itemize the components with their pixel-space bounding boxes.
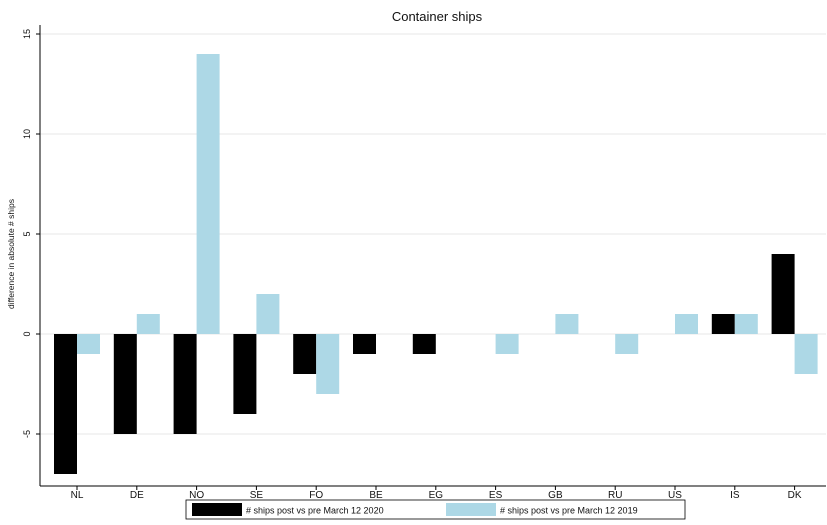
- x-tick-label: SE: [250, 490, 264, 501]
- bar-series-2020-is: [711, 314, 735, 334]
- x-tick-label: BE: [369, 490, 383, 501]
- bar-series-2020-be: [353, 334, 376, 354]
- x-tick-label: EG: [429, 490, 444, 501]
- grid-layer: [40, 33, 826, 435]
- bar-series-2020-de: [113, 334, 137, 434]
- legend-box: [185, 499, 686, 520]
- bar-series-2019-fo: [316, 334, 340, 394]
- bar-series-2019-ru: [615, 334, 639, 354]
- x-tick-label: FO: [309, 490, 323, 501]
- legend: # ships post vs pre March 12 2020 # ship…: [185, 499, 686, 520]
- y-tick-label: 5: [22, 231, 32, 236]
- bar-series-2019-se: [256, 294, 280, 334]
- y-ticks-layer: 15 10 5 0 -5: [22, 29, 40, 438]
- bar-series-2020-eg: [412, 334, 436, 354]
- bar-series-2019-is: [734, 314, 758, 334]
- bar-series-2019-de: [136, 314, 160, 334]
- bar-series-2020-se: [233, 334, 257, 414]
- x-tick-label: RU: [608, 490, 622, 501]
- chart-title: Container ships: [392, 9, 483, 24]
- bar-series-2020-no: [173, 334, 197, 434]
- y-tick-label: -5: [22, 430, 32, 438]
- x-tick-label: NO: [189, 490, 204, 501]
- x-ticks-layer: NL DE NO SE FO BE EG ES GB RU US IS DK: [71, 486, 802, 501]
- bar-series-2019-no: [196, 54, 220, 334]
- bar-series-2020-fo: [293, 334, 317, 374]
- bar-series-2020-dk: [771, 254, 795, 334]
- y-axis-label: difference in absolute # ships: [6, 199, 16, 309]
- x-tick-label: ES: [489, 490, 503, 501]
- bar-series-2019-us: [675, 314, 698, 334]
- x-tick-label: DK: [788, 490, 802, 501]
- legend-swatch-series-2019: [446, 503, 496, 516]
- x-tick-label: DE: [130, 490, 144, 501]
- bar-series-2019-gb: [555, 314, 579, 334]
- x-tick-label: GB: [548, 490, 563, 501]
- bars-layer: [54, 54, 818, 474]
- y-tick-label: 10: [22, 129, 32, 139]
- bar-series-2019-dk: [794, 334, 818, 374]
- x-tick-label: US: [668, 490, 682, 501]
- legend-label-series-2019: # ships post vs pre March 12 2019: [500, 506, 638, 516]
- y-tick-label: 15: [22, 29, 32, 39]
- y-tick-label: 0: [22, 331, 32, 336]
- x-tick-label: IS: [730, 490, 740, 501]
- legend-swatch-series-2020: [192, 503, 242, 516]
- x-tick-label: NL: [71, 490, 84, 501]
- bar-series-2019-nl: [77, 334, 100, 354]
- legend-label-series-2020: # ships post vs pre March 12 2020: [246, 506, 384, 516]
- bar-series-2020-nl: [54, 334, 77, 474]
- bar-series-2019-es: [495, 334, 519, 354]
